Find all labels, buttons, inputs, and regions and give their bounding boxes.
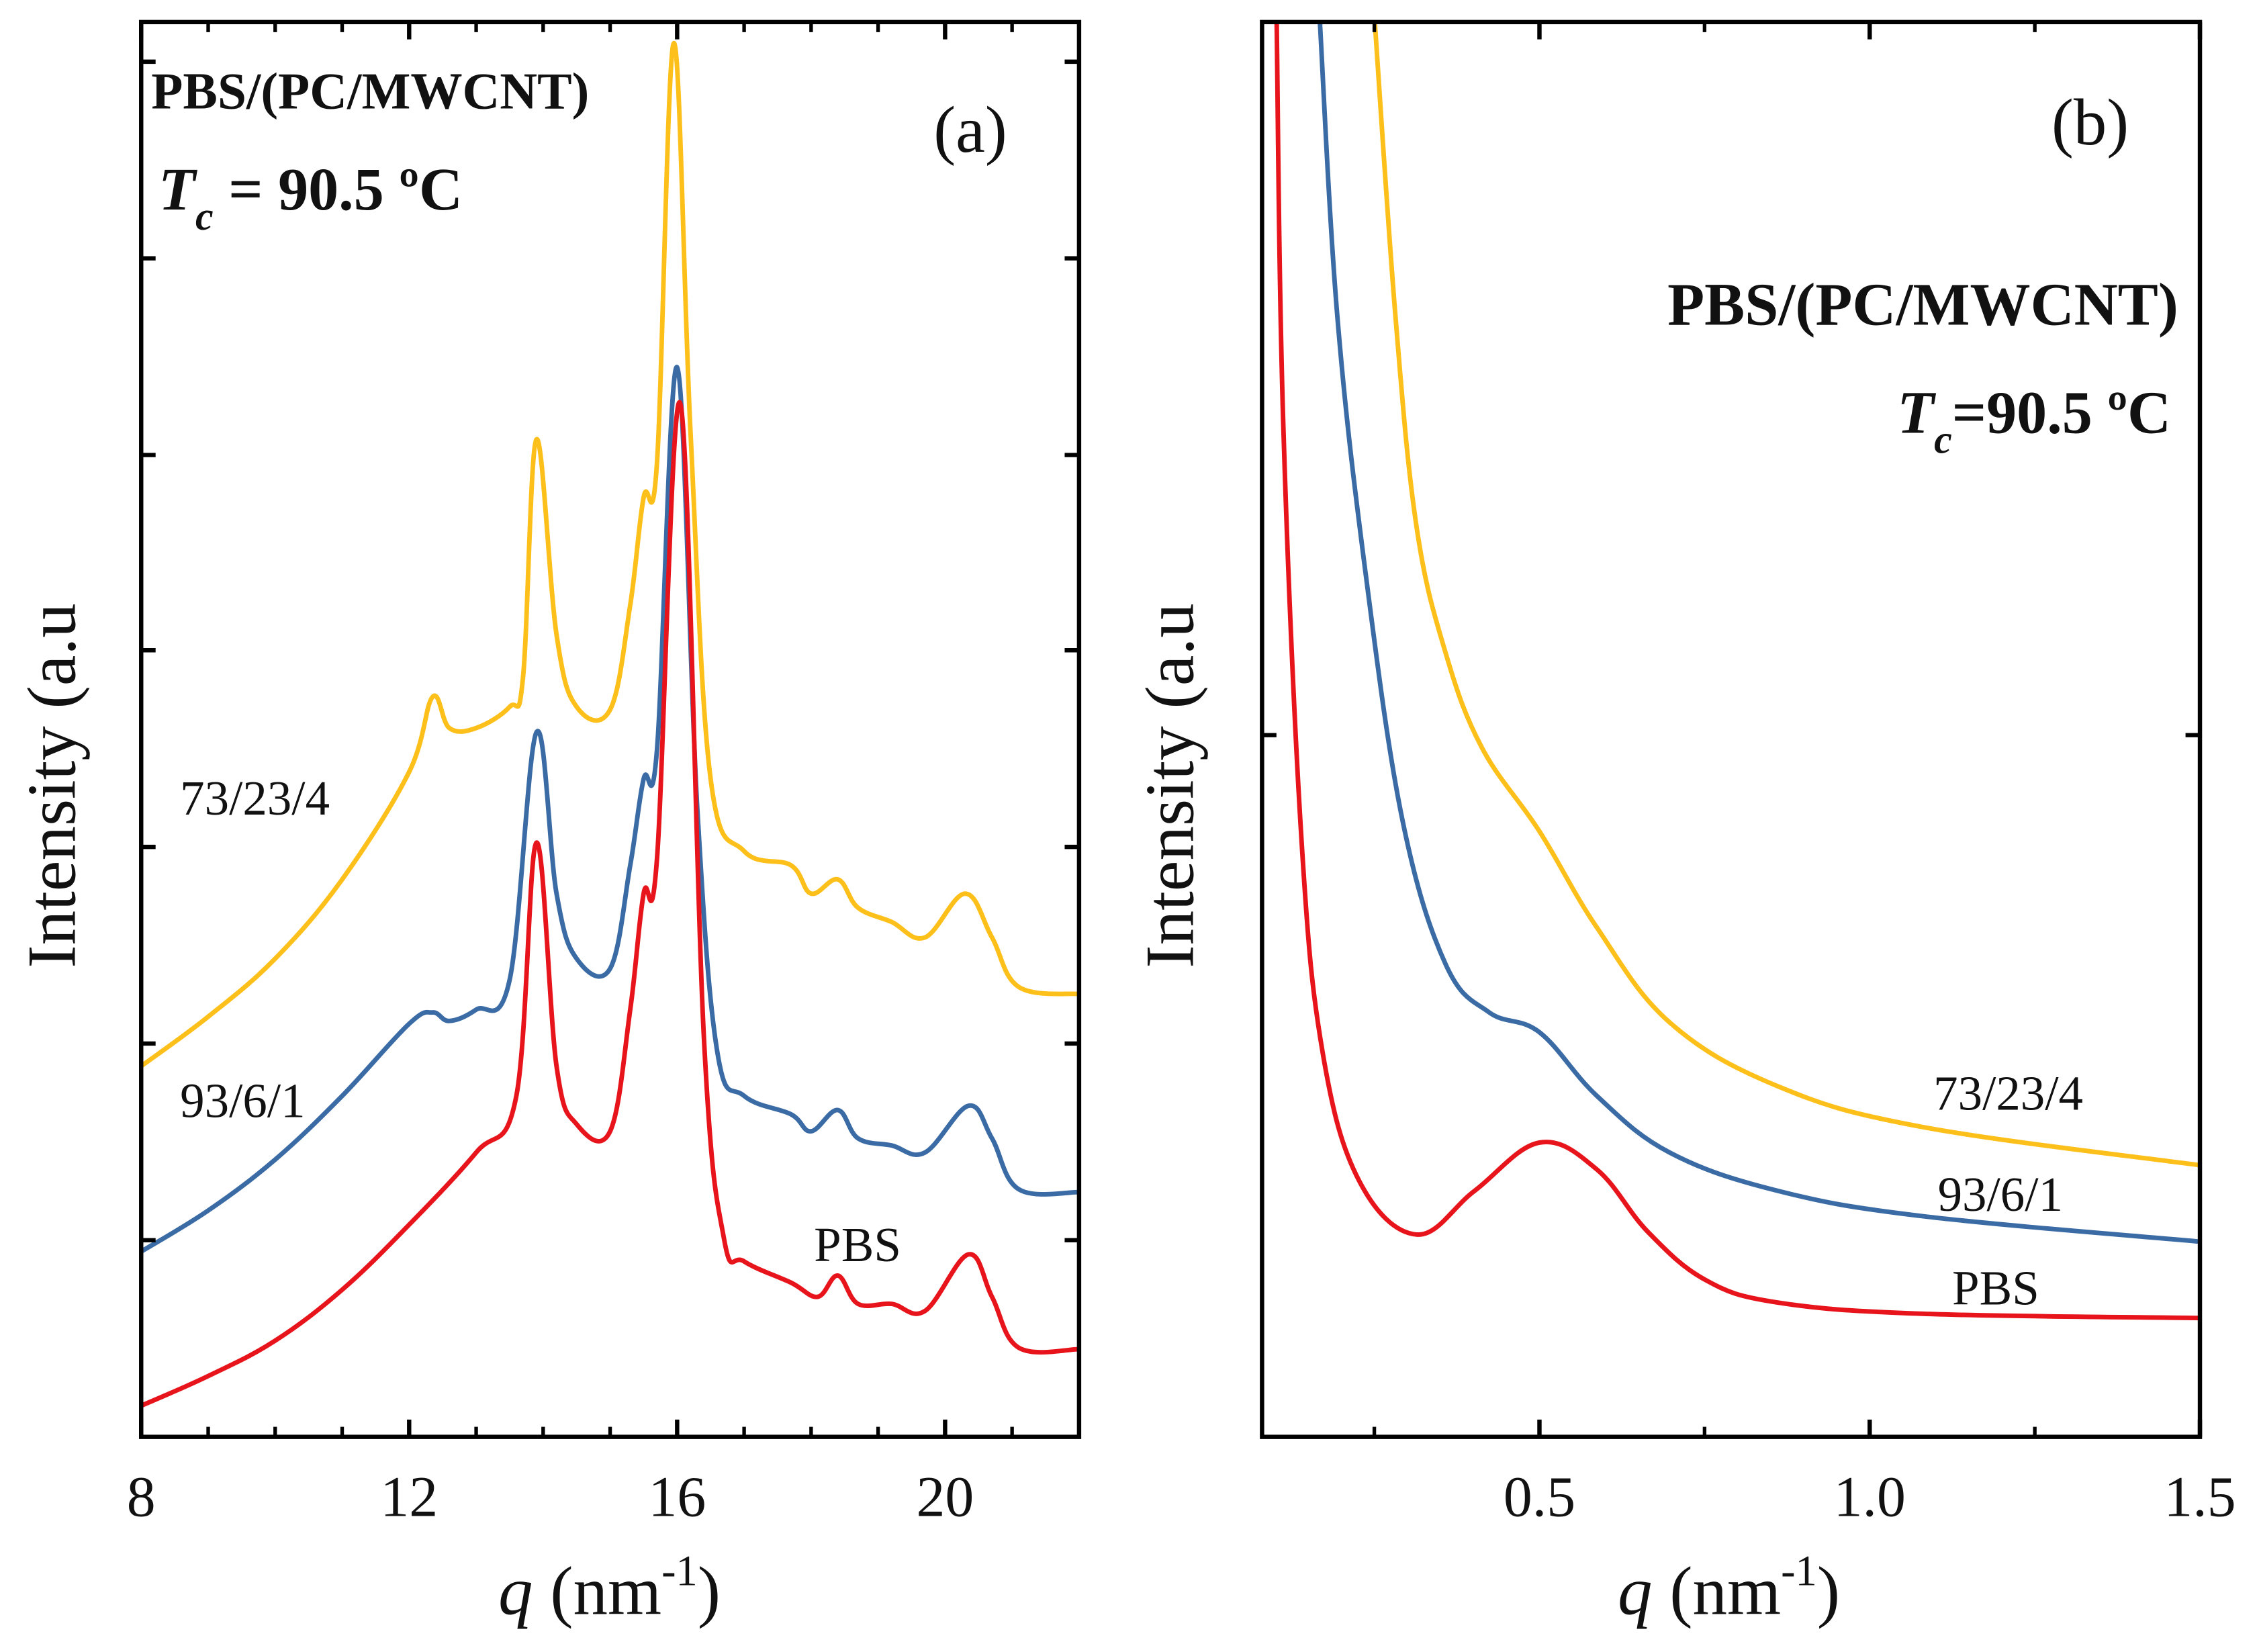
panel-a-curves [140, 41, 1080, 1408]
panel-a-series-label-73-23-4: 73/23/4 [180, 771, 330, 825]
panel-b-series-label-93-6-1: 93/6/1 [1938, 1167, 2063, 1222]
x-tick-label: 8 [127, 1465, 156, 1529]
panel-a-series-label-93-6-1: 93/6/1 [180, 1073, 305, 1128]
panel-b-series-73-23-4 [1372, 21, 2201, 1168]
panel-a-series-label-pbs: PBS [814, 1218, 901, 1272]
panel-a-x-axis-label: q (nm-1) [498, 1547, 721, 1630]
panel-a-title: PBS/(PC/MWCNT) [151, 62, 589, 120]
panel-b-series-93-6-1 [1318, 21, 2201, 1244]
x-tick-label: 1.5 [2164, 1465, 2235, 1529]
panel-a-series-93-6-1 [140, 365, 1080, 1254]
panel-b-ticks: 0.5 1.0 1.5 [1262, 21, 2236, 1529]
x-tick-label: 16 [648, 1465, 706, 1529]
panel-a: 8 12 16 20 PBS/(PC/MWCNT) Tc = 90.5 ºC (a) … [14, 19, 1082, 1630]
panel-a-series-73-23-4 [140, 41, 1080, 1068]
panel-b-series-pbs [1274, 21, 2201, 1321]
panel-a-label: (a) [933, 93, 1007, 167]
panel-a-y-axis-label: Intensity (a.u [14, 603, 91, 968]
panel-a-ticks: 8 12 16 20 [127, 21, 1081, 1529]
panel-b-x-axis-label: q (nm-1) [1618, 1547, 1840, 1630]
panel-b-series-label-pbs: PBS [1952, 1260, 2039, 1315]
x-tick-label: 20 [916, 1465, 974, 1529]
panel-a-tc-annotation: Tc = 90.5 ºC [158, 156, 463, 238]
panel-b-title: PBS/(PC/MWCNT) [1667, 271, 2178, 338]
panel-a-frame [139, 19, 1082, 1439]
panel-a-series-pbs [140, 400, 1079, 1408]
panel-b-curves [1274, 21, 2201, 1321]
panel-b-y-axis-label: Intensity (a.u [1132, 603, 1208, 968]
x-tick-label: 1.0 [1834, 1465, 1906, 1529]
panel-b-label: (b) [2051, 86, 2129, 159]
x-tick-label: 12 [380, 1465, 438, 1529]
panel-b-tc-annotation: Tc=90.5 ºC [1897, 379, 2171, 461]
panel-b-series-label-73-23-4: 73/23/4 [1933, 1066, 2083, 1121]
panel-b: 0.5 1.0 1.5 (b) PBS/(PC/MWCNT) Tc=90.5 ºC … [1132, 19, 2236, 1630]
x-tick-label: 0.5 [1504, 1465, 1575, 1529]
panel-b-frame [1260, 19, 2203, 1439]
